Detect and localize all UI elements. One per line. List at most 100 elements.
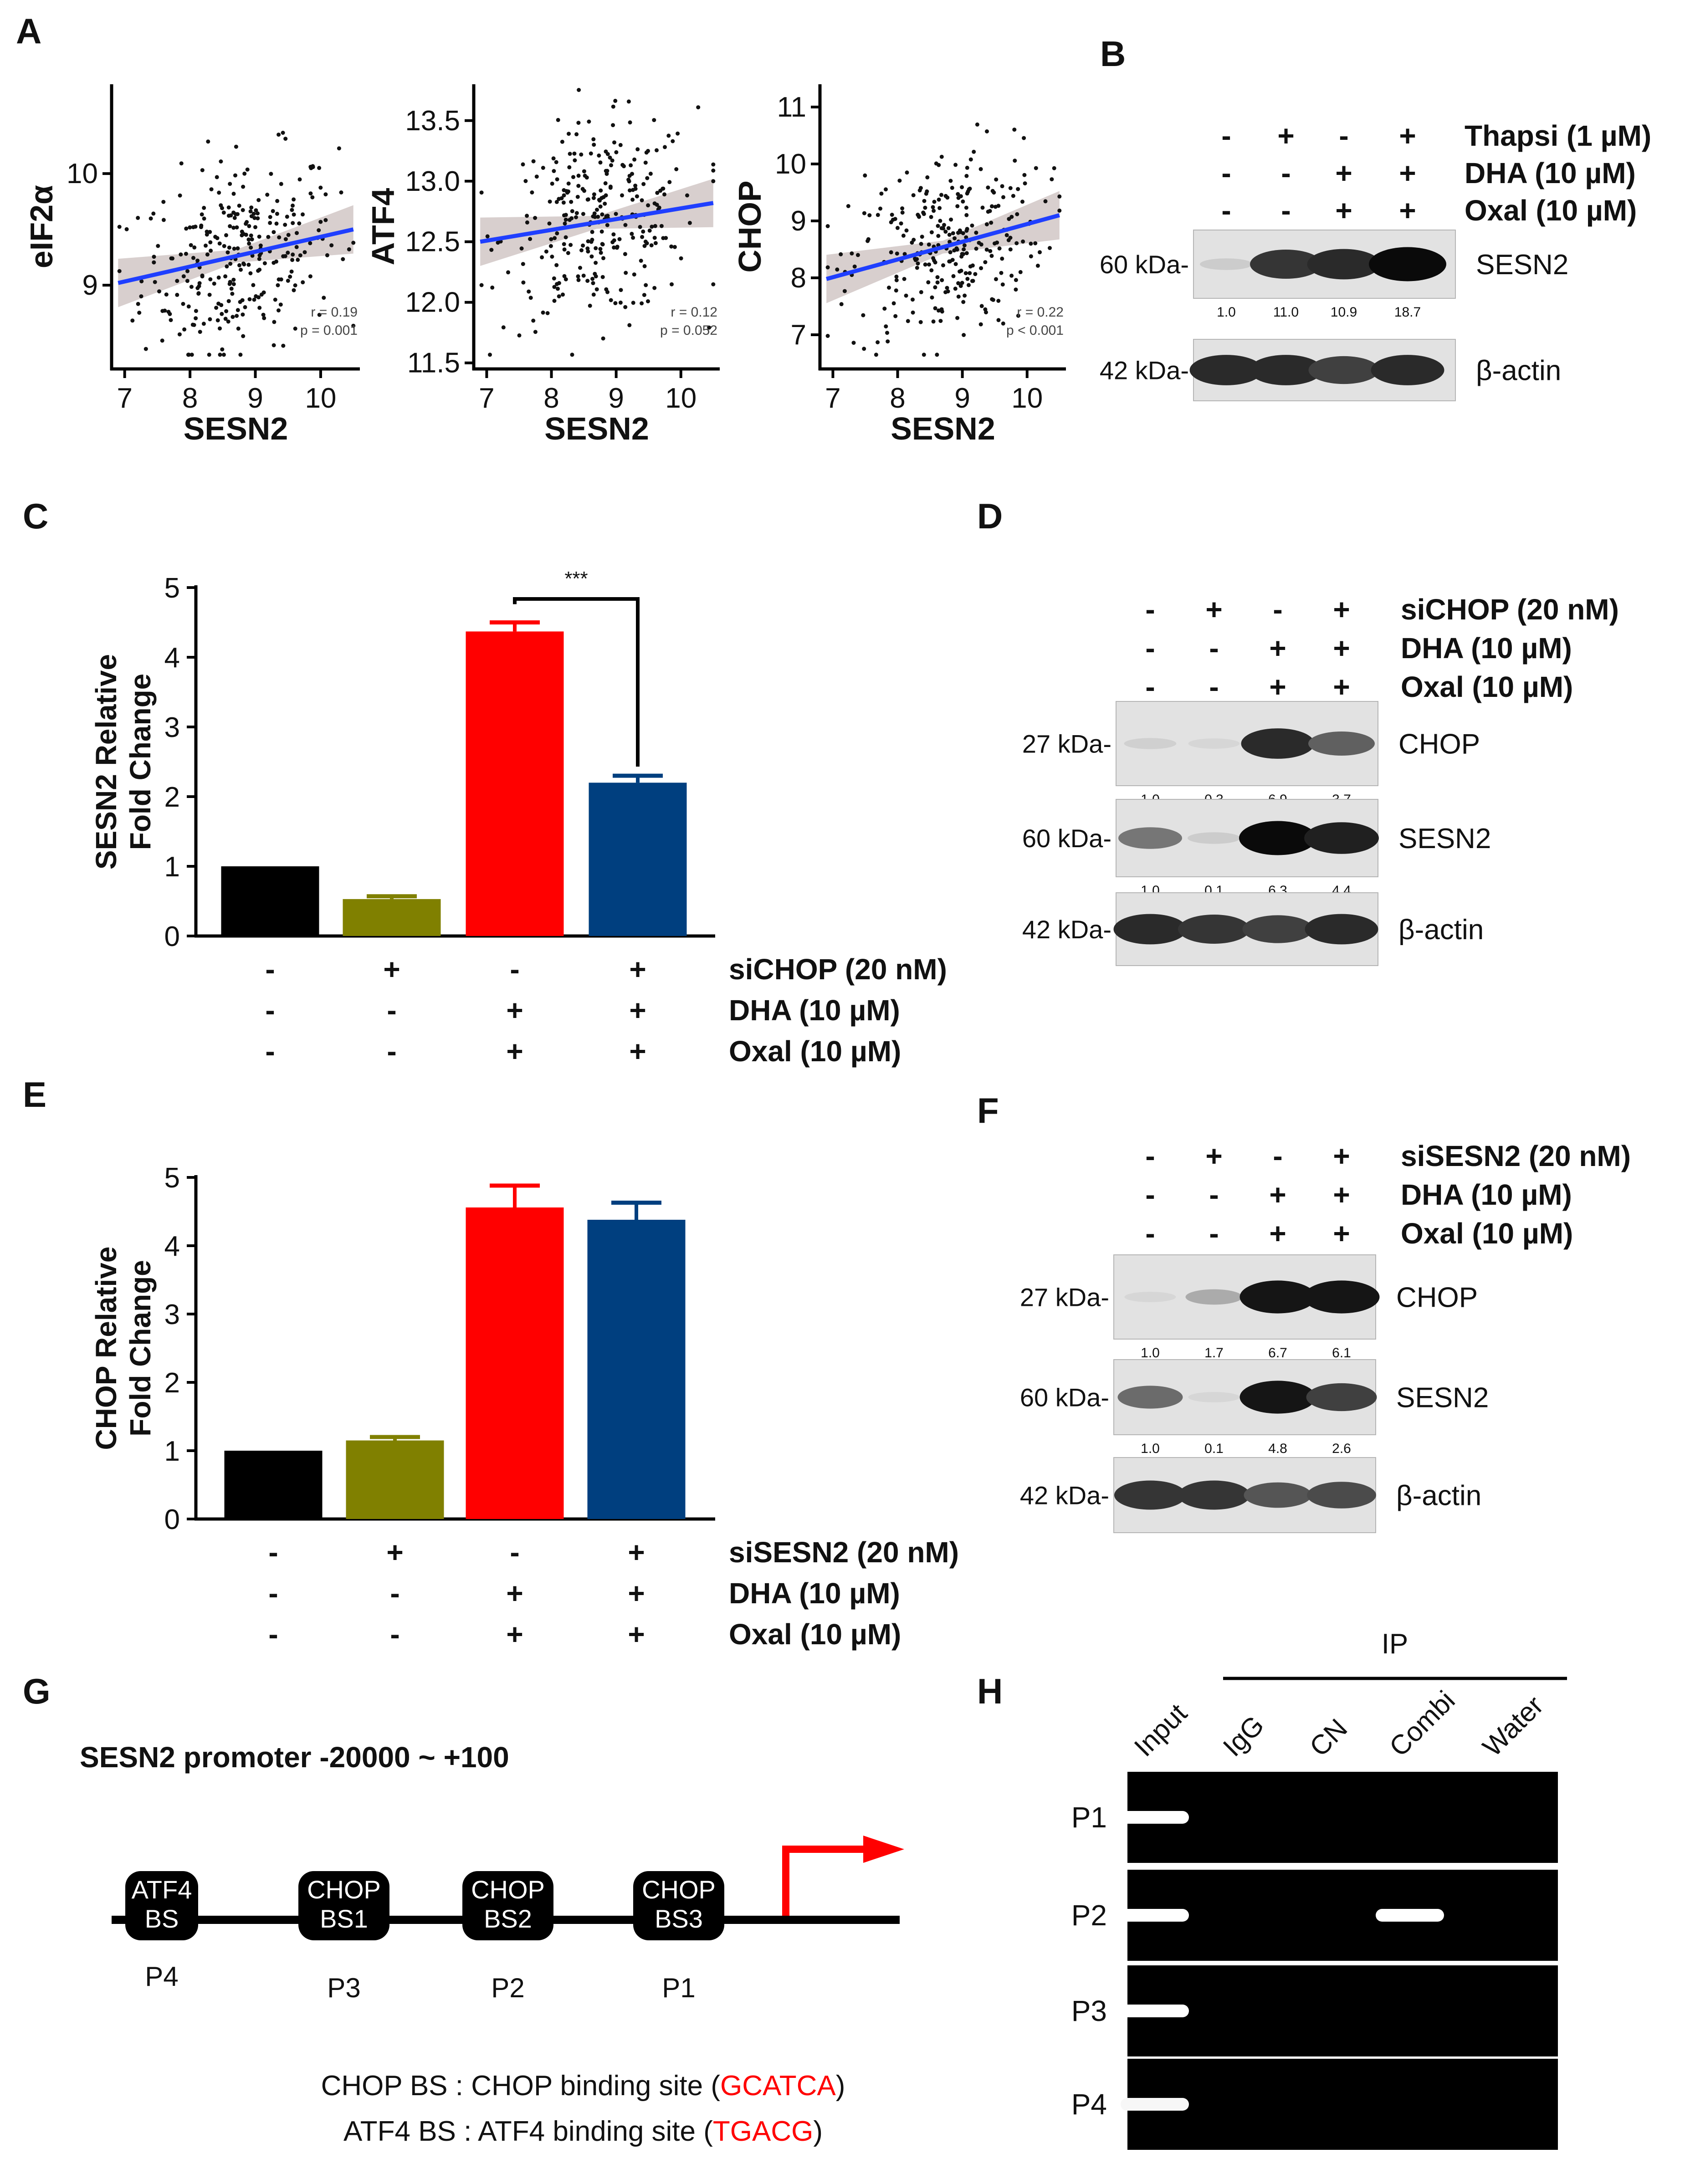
scatter-point	[978, 322, 983, 327]
scatter-point	[989, 220, 994, 225]
scatter-point	[964, 213, 969, 217]
scatter-point	[205, 252, 210, 257]
scatter-point	[861, 313, 866, 317]
scatter-point	[590, 276, 595, 281]
scatter-point	[599, 251, 603, 255]
treatment-sign: +	[506, 1618, 523, 1651]
scatter-point	[200, 273, 205, 278]
scatter-point	[994, 277, 998, 281]
scatter-point	[191, 256, 195, 260]
treatment-sign: -	[390, 1618, 399, 1651]
blot-band	[1244, 1482, 1312, 1508]
blot-band	[1118, 827, 1182, 849]
scatter-point	[867, 213, 872, 218]
treatment-label: DHA (10 µM)	[1401, 632, 1572, 665]
y-tick-label: 12.0	[405, 287, 460, 318]
scatter-point	[899, 221, 903, 226]
scatter-point	[955, 316, 960, 320]
scatter-point	[874, 353, 878, 357]
y-tick-label: 4	[164, 642, 180, 674]
y-tick-label: 8	[791, 262, 806, 294]
scatter-point	[283, 223, 287, 227]
scatter-point	[958, 228, 962, 233]
treatment-sign: +	[1277, 119, 1294, 152]
scatter-point	[950, 185, 954, 190]
scatter-point	[228, 224, 232, 229]
scatter-point	[943, 194, 948, 198]
scatter-point	[528, 237, 533, 241]
scatter-point	[577, 88, 581, 92]
scatter-point	[889, 220, 893, 225]
scatter-point	[711, 282, 716, 286]
site-label-line2: BS1	[320, 1904, 368, 1933]
scatter-point	[876, 340, 880, 344]
scatter-point	[601, 256, 605, 261]
scatter-point	[952, 248, 957, 253]
panel-label-b: B	[1100, 34, 1126, 74]
scatter-point	[878, 206, 882, 211]
scatter-point	[228, 261, 233, 266]
scatter-point	[1034, 166, 1038, 170]
scatter-point	[961, 199, 965, 204]
scatter-point	[291, 221, 295, 225]
scatter-point	[230, 315, 235, 319]
x-axis-label: SESN2	[891, 411, 995, 446]
scatter-point	[608, 185, 613, 190]
treatment-sign: +	[1335, 157, 1352, 189]
panel-label-e: E	[23, 1074, 46, 1115]
scatter-point	[923, 262, 927, 267]
kda-marker: 27 kDa-	[1022, 730, 1111, 758]
scatter-point	[598, 205, 603, 209]
scatter-point	[586, 239, 590, 244]
scatter-point	[619, 288, 623, 292]
scatter-point	[226, 319, 230, 324]
scatter-point	[540, 255, 544, 260]
scatter-point	[937, 197, 941, 202]
scatter-point	[523, 179, 528, 183]
y-tick-label: 9	[82, 270, 98, 301]
scatter-point	[271, 230, 276, 235]
scatter-point	[578, 266, 582, 270]
scatter-point	[591, 292, 596, 297]
y-tick-label: 2	[164, 1367, 180, 1399]
scatter-point	[666, 133, 671, 138]
scatter-point	[191, 225, 195, 230]
blot-band	[1124, 738, 1177, 749]
scatter-point	[554, 263, 559, 267]
scatter-point	[563, 235, 568, 240]
scatter-point	[983, 260, 988, 265]
y-axis-label-line1: CHOP Relative	[90, 1247, 123, 1450]
scatter-point	[200, 168, 205, 173]
x-tick-label: 8	[890, 383, 905, 414]
x-axis-label: SESN2	[184, 411, 288, 446]
treatment-label: DHA (10 µM)	[1465, 157, 1636, 189]
blot-band	[1308, 356, 1379, 384]
scatter-point	[266, 235, 271, 239]
scatter-point	[685, 193, 689, 198]
scatter-point	[163, 308, 167, 313]
scatter-point	[1013, 159, 1017, 163]
scatter-point	[640, 235, 645, 239]
scatter-point	[711, 162, 716, 167]
scatter-point	[185, 269, 189, 273]
scatter-point	[961, 300, 966, 304]
scatter-point	[521, 162, 525, 167]
scatter-point	[164, 292, 169, 297]
scatter-point	[927, 242, 931, 247]
treatment-sign: -	[268, 1536, 278, 1569]
treatment-sign: +	[1335, 194, 1352, 227]
treatment-sign: +	[1269, 1217, 1286, 1250]
scatter-point	[556, 118, 560, 122]
scatter-point	[711, 169, 716, 173]
band-quantification: 1.0	[1217, 305, 1236, 320]
scatter-point	[251, 211, 256, 216]
site-label-line1: CHOP	[642, 1875, 716, 1904]
scatter-point	[948, 179, 953, 183]
scatter-point	[552, 169, 556, 173]
blot-band	[1304, 822, 1379, 854]
band-quantification: 1.7	[1204, 1345, 1224, 1361]
scatter-point	[301, 212, 305, 217]
scatter-point	[557, 294, 561, 299]
scatter-point	[219, 159, 223, 164]
scatter-point	[220, 312, 224, 316]
